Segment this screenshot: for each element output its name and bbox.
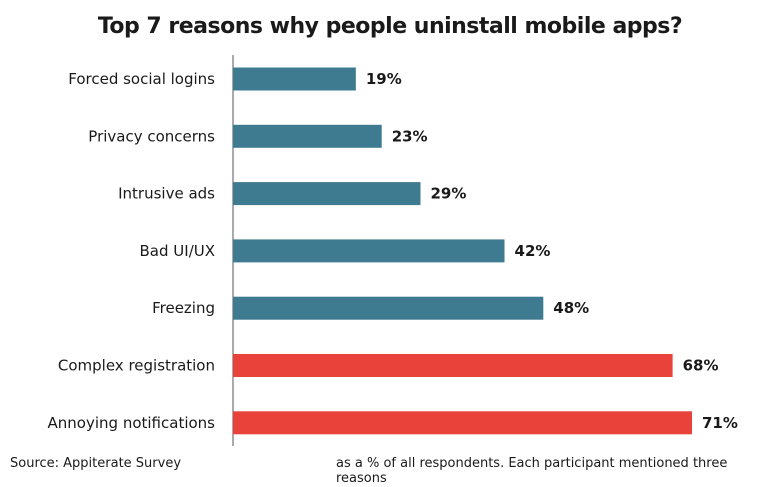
bar-freezing	[233, 296, 544, 320]
value-label-bad-ui-ux: 42%	[515, 242, 551, 260]
value-label-freezing: 48%	[553, 299, 589, 317]
category-labels: Forced social logins Privacy concerns Intr…	[48, 70, 216, 432]
value-label-complex-registration: 68%	[683, 357, 719, 375]
bar-complex-registration	[233, 354, 673, 377]
category-label-complex-registration: Complex registration	[58, 357, 215, 375]
value-label-forced-social-logins: 19%	[366, 70, 402, 88]
bar-annoying-notifications	[233, 411, 692, 435]
category-label-bad-ui-ux: Bad UI/UX	[140, 242, 215, 260]
chart-title: Top 7 reasons why people uninstall mobil…	[97, 14, 683, 39]
category-label-freezing: Freezing	[152, 299, 215, 317]
bar-privacy-concerns	[233, 124, 382, 148]
bar-bad-ui-ux	[233, 239, 505, 263]
category-label-intrusive-ads: Intrusive ads	[118, 185, 215, 203]
bar-forced-social-logins	[233, 67, 356, 91]
value-label-privacy-concerns: 23%	[392, 127, 428, 145]
value-label-annoying-notifications: 71%	[702, 414, 738, 432]
category-label-forced-social-logins: Forced social logins	[68, 70, 215, 88]
source-note: Source: Appiterate Survey	[10, 456, 182, 471]
value-label-intrusive-ads: 29%	[430, 185, 466, 203]
category-label-privacy-concerns: Privacy concerns	[88, 127, 215, 145]
value-labels: 19% 23% 29% 42% 48% 68% 71%	[366, 70, 738, 432]
bar-chart: Forced social logins Privacy concerns Intr…	[48, 55, 738, 446]
category-label-annoying-notifications: Annoying notifications	[48, 414, 216, 432]
bars-group	[233, 67, 692, 435]
bar-intrusive-ads	[233, 182, 421, 206]
respondents-note: as a % of all respondents. Each particip…	[336, 456, 728, 486]
